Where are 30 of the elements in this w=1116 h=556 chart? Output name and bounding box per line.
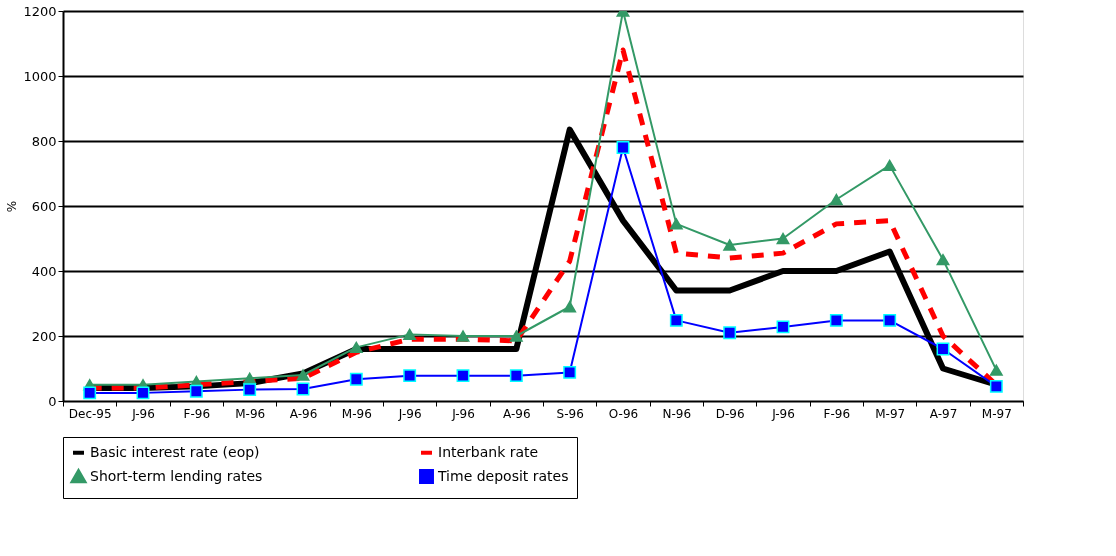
x-tick-label: M-96 <box>235 406 266 421</box>
legend-label: Time deposit rates <box>437 467 569 484</box>
x-tick-label: M-97 <box>875 406 906 421</box>
legend-label: Interbank rate <box>438 443 539 460</box>
legend-label: Short-term lending rates <box>90 467 263 484</box>
x-tick-label: F-96 <box>183 406 211 421</box>
x-tick-label: J-96 <box>397 406 422 421</box>
x-tick-label: A-96 <box>289 406 318 421</box>
x-tick-label: J-96 <box>771 406 795 421</box>
x-tick-label: S-96 <box>556 406 584 421</box>
x-tick-label: J-96 <box>131 406 155 421</box>
x-tick-label: A-96 <box>503 406 531 421</box>
x-tick-label: F-96 <box>823 406 851 421</box>
x-tick-label: M-97 <box>981 406 1012 421</box>
y-tick-label: 1000 <box>23 68 57 84</box>
y-tick-label: 1200 <box>23 3 57 19</box>
y-tick-label: 400 <box>31 263 57 279</box>
x-tick-label: M-96 <box>341 406 372 421</box>
y-tick-label: 800 <box>31 133 57 149</box>
y-tick-label: 600 <box>31 198 57 214</box>
x-tick-label: Dec-95 <box>68 406 112 421</box>
y-axis-title: % <box>5 200 20 213</box>
y-tick-label: 0 <box>48 393 57 409</box>
x-tick-label: J-96 <box>451 406 475 421</box>
x-tick-label: N-96 <box>662 406 692 421</box>
x-tick-label: D-96 <box>715 406 745 421</box>
y-tick-label: 200 <box>31 328 57 344</box>
legend-label: Basic interest rate (eop) <box>90 443 260 460</box>
x-tick-label: O-96 <box>608 406 639 421</box>
x-tick-label: A-97 <box>929 406 958 421</box>
